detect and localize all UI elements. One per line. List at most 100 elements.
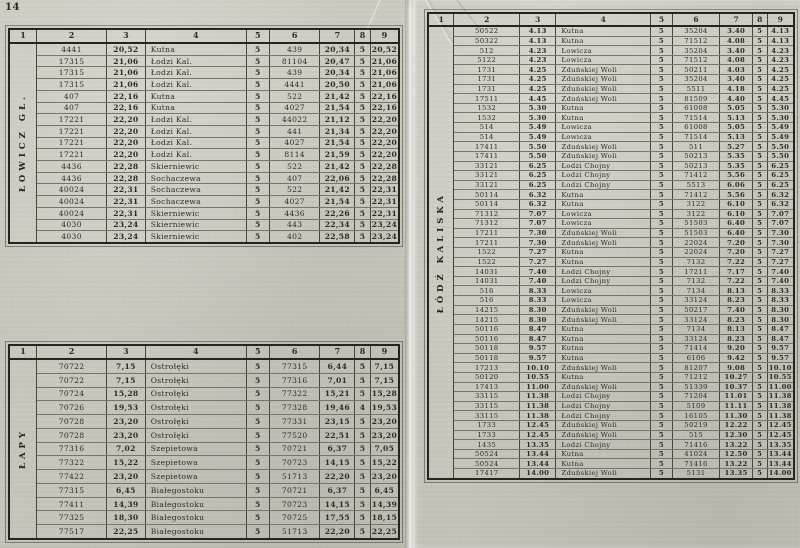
table-cell: 9.57: [520, 344, 557, 353]
table-cell: 4.45: [520, 94, 557, 103]
table-cell: 13.44: [768, 459, 792, 468]
table-cell: 14031: [454, 267, 520, 276]
table-row: 17221 22,20 Łodzi Kal. 5 8114 21,59 5 22,20: [37, 149, 398, 162]
column-header: 2: [454, 14, 520, 25]
table-cell: 5.50: [771, 142, 790, 151]
table-cell: 5: [355, 196, 371, 207]
table-cell: 17315: [37, 55, 107, 67]
table-cell: 5: [753, 94, 768, 103]
table-cell: Łowicza: [556, 286, 652, 296]
table-cell: 40024: [37, 207, 107, 219]
table-cell: 10.10: [768, 363, 792, 372]
table-row: 33115 11.38 Łodzi Chojny 5 71204 11.01 5 11.38: [454, 392, 793, 402]
table-cell: 5.30: [520, 103, 557, 113]
table-cell: Kutna: [556, 459, 652, 469]
table-cell: 5: [355, 207, 371, 219]
table-row: 70726 19,53 Ostrołęki 5 77328 19,46 4 19,53: [37, 401, 398, 416]
table-cell: 33124: [673, 334, 721, 344]
table-cell: 4.08: [720, 55, 753, 65]
table-cell: 22,25: [371, 527, 398, 537]
table-cell: 5: [355, 373, 371, 387]
table-cell: 5: [753, 469, 768, 478]
table-cell: 8.33: [771, 286, 790, 295]
table-cell: 50118: [454, 344, 520, 353]
table-cell: 51339: [673, 382, 721, 392]
table-cell: 7,05: [374, 444, 395, 454]
table-cell: Zduńskiej Woli: [556, 65, 652, 75]
table-cell: 61008: [673, 103, 721, 113]
table-row: 17221 22,20 Łodzi Kal. 5 44022 21,12 5 22,20: [37, 114, 398, 126]
table-cell: 5: [753, 55, 768, 65]
table-cell: 4030: [37, 219, 107, 231]
table-cell: 23,20: [107, 428, 146, 442]
table-cell: 6,45: [107, 483, 146, 497]
table-cell: Łowicza: [556, 219, 652, 228]
table-cell: 5: [753, 305, 768, 315]
table-cell: Kutna: [556, 248, 652, 257]
table-cell: 5: [247, 442, 270, 456]
table-cell: 9.57: [771, 354, 790, 363]
table-row: 50118 9.57 Kutna 5 6106 9.42 5 9.57: [454, 353, 793, 364]
table-cell: 1522: [454, 257, 520, 267]
table-row: 14031 7.40 Łodzi Chojny 5 7132 7.22 5 7.40: [454, 276, 793, 287]
table-cell: 10.37: [720, 382, 753, 392]
table-cell: 14,39: [107, 497, 146, 511]
table-cell: 14,15: [320, 456, 356, 470]
table-cell: Łodzi Kal.: [146, 125, 247, 137]
table-cell: 33115: [454, 411, 520, 420]
table-cell: 7.40: [520, 276, 557, 286]
table-cell: 21,06: [107, 55, 146, 67]
table-cell: 7.20: [720, 238, 753, 248]
table-cell: 17417: [454, 469, 520, 478]
table-cell: 5: [651, 161, 673, 171]
table-row: 4030 23,24 Skierniewic 5 443 22,34 5 23,24: [37, 219, 398, 232]
table-cell: 5: [247, 207, 270, 219]
table-cell: Ostrołęki: [146, 401, 247, 415]
table-cell: 33121: [454, 161, 520, 171]
table-cell: 4.25: [520, 75, 557, 84]
table-cell: 5: [651, 238, 673, 248]
table-cell: 11.38: [768, 402, 792, 411]
table-cell: 33121: [454, 180, 520, 190]
table-cell: 23,24: [371, 232, 398, 242]
table-cell: 4.23: [520, 55, 557, 65]
table-cell: 5: [753, 449, 768, 459]
table-cell: 5: [753, 151, 768, 161]
table-cell: 77331: [270, 415, 321, 428]
column-header: 5: [651, 14, 673, 25]
table-cell: 1733: [454, 430, 520, 440]
table-cell: 22,20: [371, 150, 398, 160]
table-cell: 40024: [37, 184, 107, 196]
table-cell: 71416: [673, 440, 721, 449]
table-cell: 16105: [673, 411, 721, 420]
table-cell: 4: [355, 401, 371, 415]
table-cell: 3.40: [720, 27, 753, 36]
table-cell: 5: [247, 373, 270, 387]
table-cell: 17211: [454, 238, 520, 248]
table-cell: 5: [247, 172, 270, 184]
table-cell: 5: [355, 387, 371, 401]
table-cell: 17315: [37, 79, 107, 90]
table-cell: Łowicza: [556, 296, 652, 305]
table-cell: 7.40: [520, 267, 557, 276]
table-cell: 6.25: [771, 171, 790, 180]
table-cell: 22,31: [371, 208, 398, 218]
table-cell: 22,28: [371, 161, 398, 171]
table-cell: 5: [651, 363, 673, 372]
table-cell: 22,31: [107, 184, 146, 196]
table-cell: 7.30: [771, 229, 790, 238]
table-cell: Łodzi Kal.: [146, 79, 247, 90]
table-row: 50322 4.13 Kutna 5 71512 4.08 5 4.13: [454, 36, 793, 47]
table-cell: 77316: [37, 442, 107, 456]
table-cell: 5: [355, 456, 371, 470]
table-cell: 51713: [270, 470, 321, 483]
table-cell: 10.27: [720, 372, 753, 382]
table-row: 17413 11.00 Zduńskiej Woli 5 51339 10.37 5 11.0…: [454, 382, 793, 393]
table-cell: 7.17: [720, 267, 753, 276]
table-row: 33115 11.38 Łodzi Chojny 5 16105 11.30 5 11.38: [454, 411, 793, 421]
table-cell: Zduńskiej Woli: [556, 142, 652, 151]
table-cell: 8.13: [720, 324, 753, 334]
table-row: 71312 7.07 Łowicza 5 51503 6.40 5 7.07: [454, 219, 793, 229]
table-cell: 22,34: [320, 219, 356, 231]
table-cell: 5: [355, 149, 371, 161]
